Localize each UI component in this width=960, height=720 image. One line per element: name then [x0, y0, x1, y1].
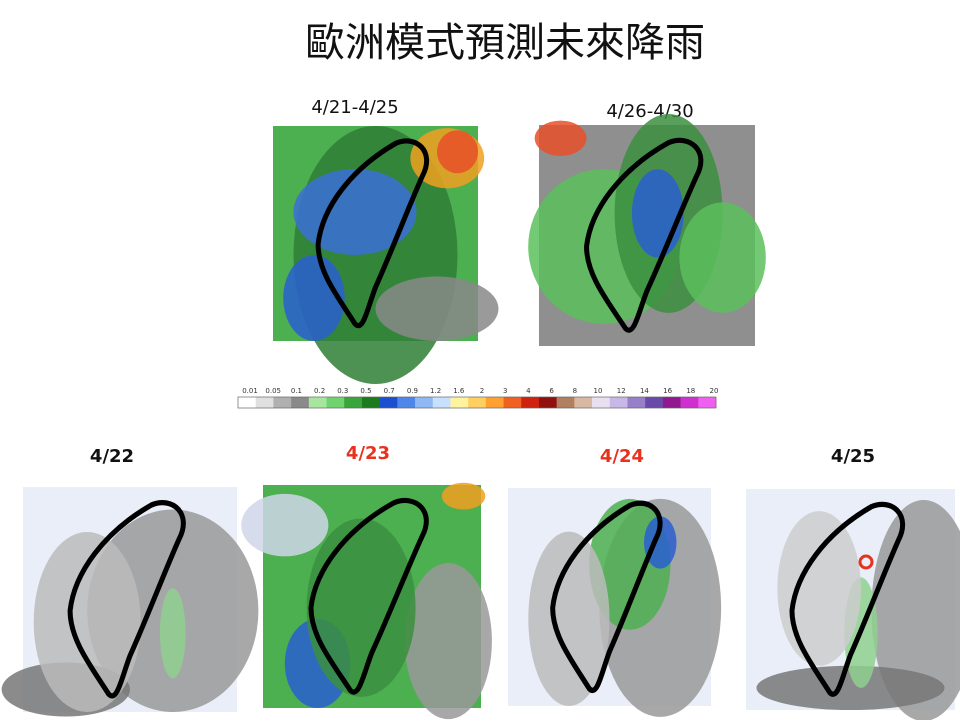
- colorbar-swatch: [397, 397, 416, 408]
- rain-area: [441, 482, 486, 510]
- colorbar-label: 0.7: [384, 387, 395, 395]
- colorbar-swatch: [556, 397, 575, 408]
- rain-area: [437, 130, 478, 174]
- colorbar-label: 4: [526, 387, 531, 395]
- maps: [1, 113, 960, 720]
- rain-area: [644, 516, 677, 569]
- colorbar-label: 12: [617, 387, 626, 395]
- weather-map: [746, 489, 960, 720]
- colorbar-swatch: [485, 397, 504, 408]
- rain-area: [404, 563, 492, 720]
- colorbar-swatch: [680, 397, 699, 408]
- colorbar-swatch: [379, 397, 398, 408]
- map-label: 4/25: [831, 446, 875, 467]
- map-label: 4/21-4/25: [311, 97, 398, 118]
- colorbar-swatch: [538, 397, 557, 408]
- rain-area: [283, 255, 345, 341]
- colorbar-label: 0.1: [291, 387, 302, 395]
- colorbar: 0.01 0.05 0.1 0.2 0.3 0.5 0.7 0.9 1.2 1.6 2 3 4 6 8 10 1…: [237, 387, 719, 409]
- map-label: 4/24: [600, 446, 644, 467]
- colorbar-swatch: [326, 397, 345, 408]
- colorbar-label: 0.9: [407, 387, 418, 395]
- colorbar-swatch: [698, 397, 717, 408]
- weather-map: [528, 113, 766, 346]
- rain-area: [293, 169, 417, 255]
- colorbar-label: 0.01: [242, 387, 258, 395]
- colorbar-label: 1.2: [430, 387, 441, 395]
- colorbar-label: 0.2: [314, 387, 325, 395]
- slide-title: 歐洲模式預測未來降雨: [305, 20, 705, 66]
- colorbar-label: 20: [710, 387, 719, 395]
- colorbar-swatch: [273, 397, 292, 408]
- colorbar-swatch: [627, 397, 646, 408]
- colorbar-label: 10: [594, 387, 603, 395]
- colorbar-label: 3: [503, 387, 507, 395]
- rain-area: [306, 518, 416, 697]
- colorbar-label: 18: [686, 387, 695, 395]
- colorbar-swatch: [255, 397, 274, 408]
- colorbar-swatch: [291, 397, 310, 408]
- colorbar-swatch: [609, 397, 628, 408]
- weather-map: [273, 126, 499, 384]
- colorbar-swatch: [468, 397, 487, 408]
- rain-area: [679, 202, 766, 313]
- colorbar-swatch: [450, 397, 469, 408]
- map-label: 4/22: [90, 446, 134, 467]
- rain-peak: [858, 554, 874, 570]
- rain-area: [631, 169, 684, 258]
- colorbar-swatch: [344, 397, 363, 408]
- rain-area: [534, 120, 587, 156]
- colorbar-swatch: [308, 397, 327, 408]
- colorbar-frame: [237, 396, 717, 409]
- colorbar-swatch: [238, 397, 257, 408]
- colorbar-label: 0.3: [337, 387, 348, 395]
- colorbar-label: 6: [549, 387, 554, 395]
- colorbar-label: 0.5: [360, 387, 371, 395]
- weather-map: [508, 488, 722, 717]
- rain-area: [375, 276, 499, 341]
- colorbar-swatch: [645, 397, 664, 408]
- weather-map: [1, 487, 259, 717]
- rain-area: [528, 531, 610, 706]
- rain-area: [33, 532, 141, 712]
- colorbar-swatch: [361, 397, 380, 408]
- colorbar-swatch: [521, 397, 540, 408]
- colorbar-swatch: [662, 397, 681, 408]
- colorbar-swatch: [574, 397, 593, 408]
- weather-map: [241, 482, 492, 720]
- rain-area: [756, 665, 945, 711]
- colorbar-swatch: [415, 397, 434, 408]
- colorbar-swatch: [503, 397, 522, 408]
- colorbar-label: 8: [573, 387, 577, 395]
- colorbar-label: 1.6: [453, 387, 465, 395]
- rain-area: [159, 588, 186, 679]
- map-label: 4/23: [346, 443, 390, 464]
- colorbar-swatch: [432, 397, 451, 408]
- colorbar-label: 14: [640, 387, 649, 395]
- colorbar-label: 2: [480, 387, 484, 395]
- rain-area: [777, 511, 861, 666]
- colorbar-label: 16: [663, 387, 672, 395]
- rain-area: [241, 493, 329, 557]
- colorbar-swatch: [592, 397, 611, 408]
- colorbar-label: 0.05: [265, 387, 281, 395]
